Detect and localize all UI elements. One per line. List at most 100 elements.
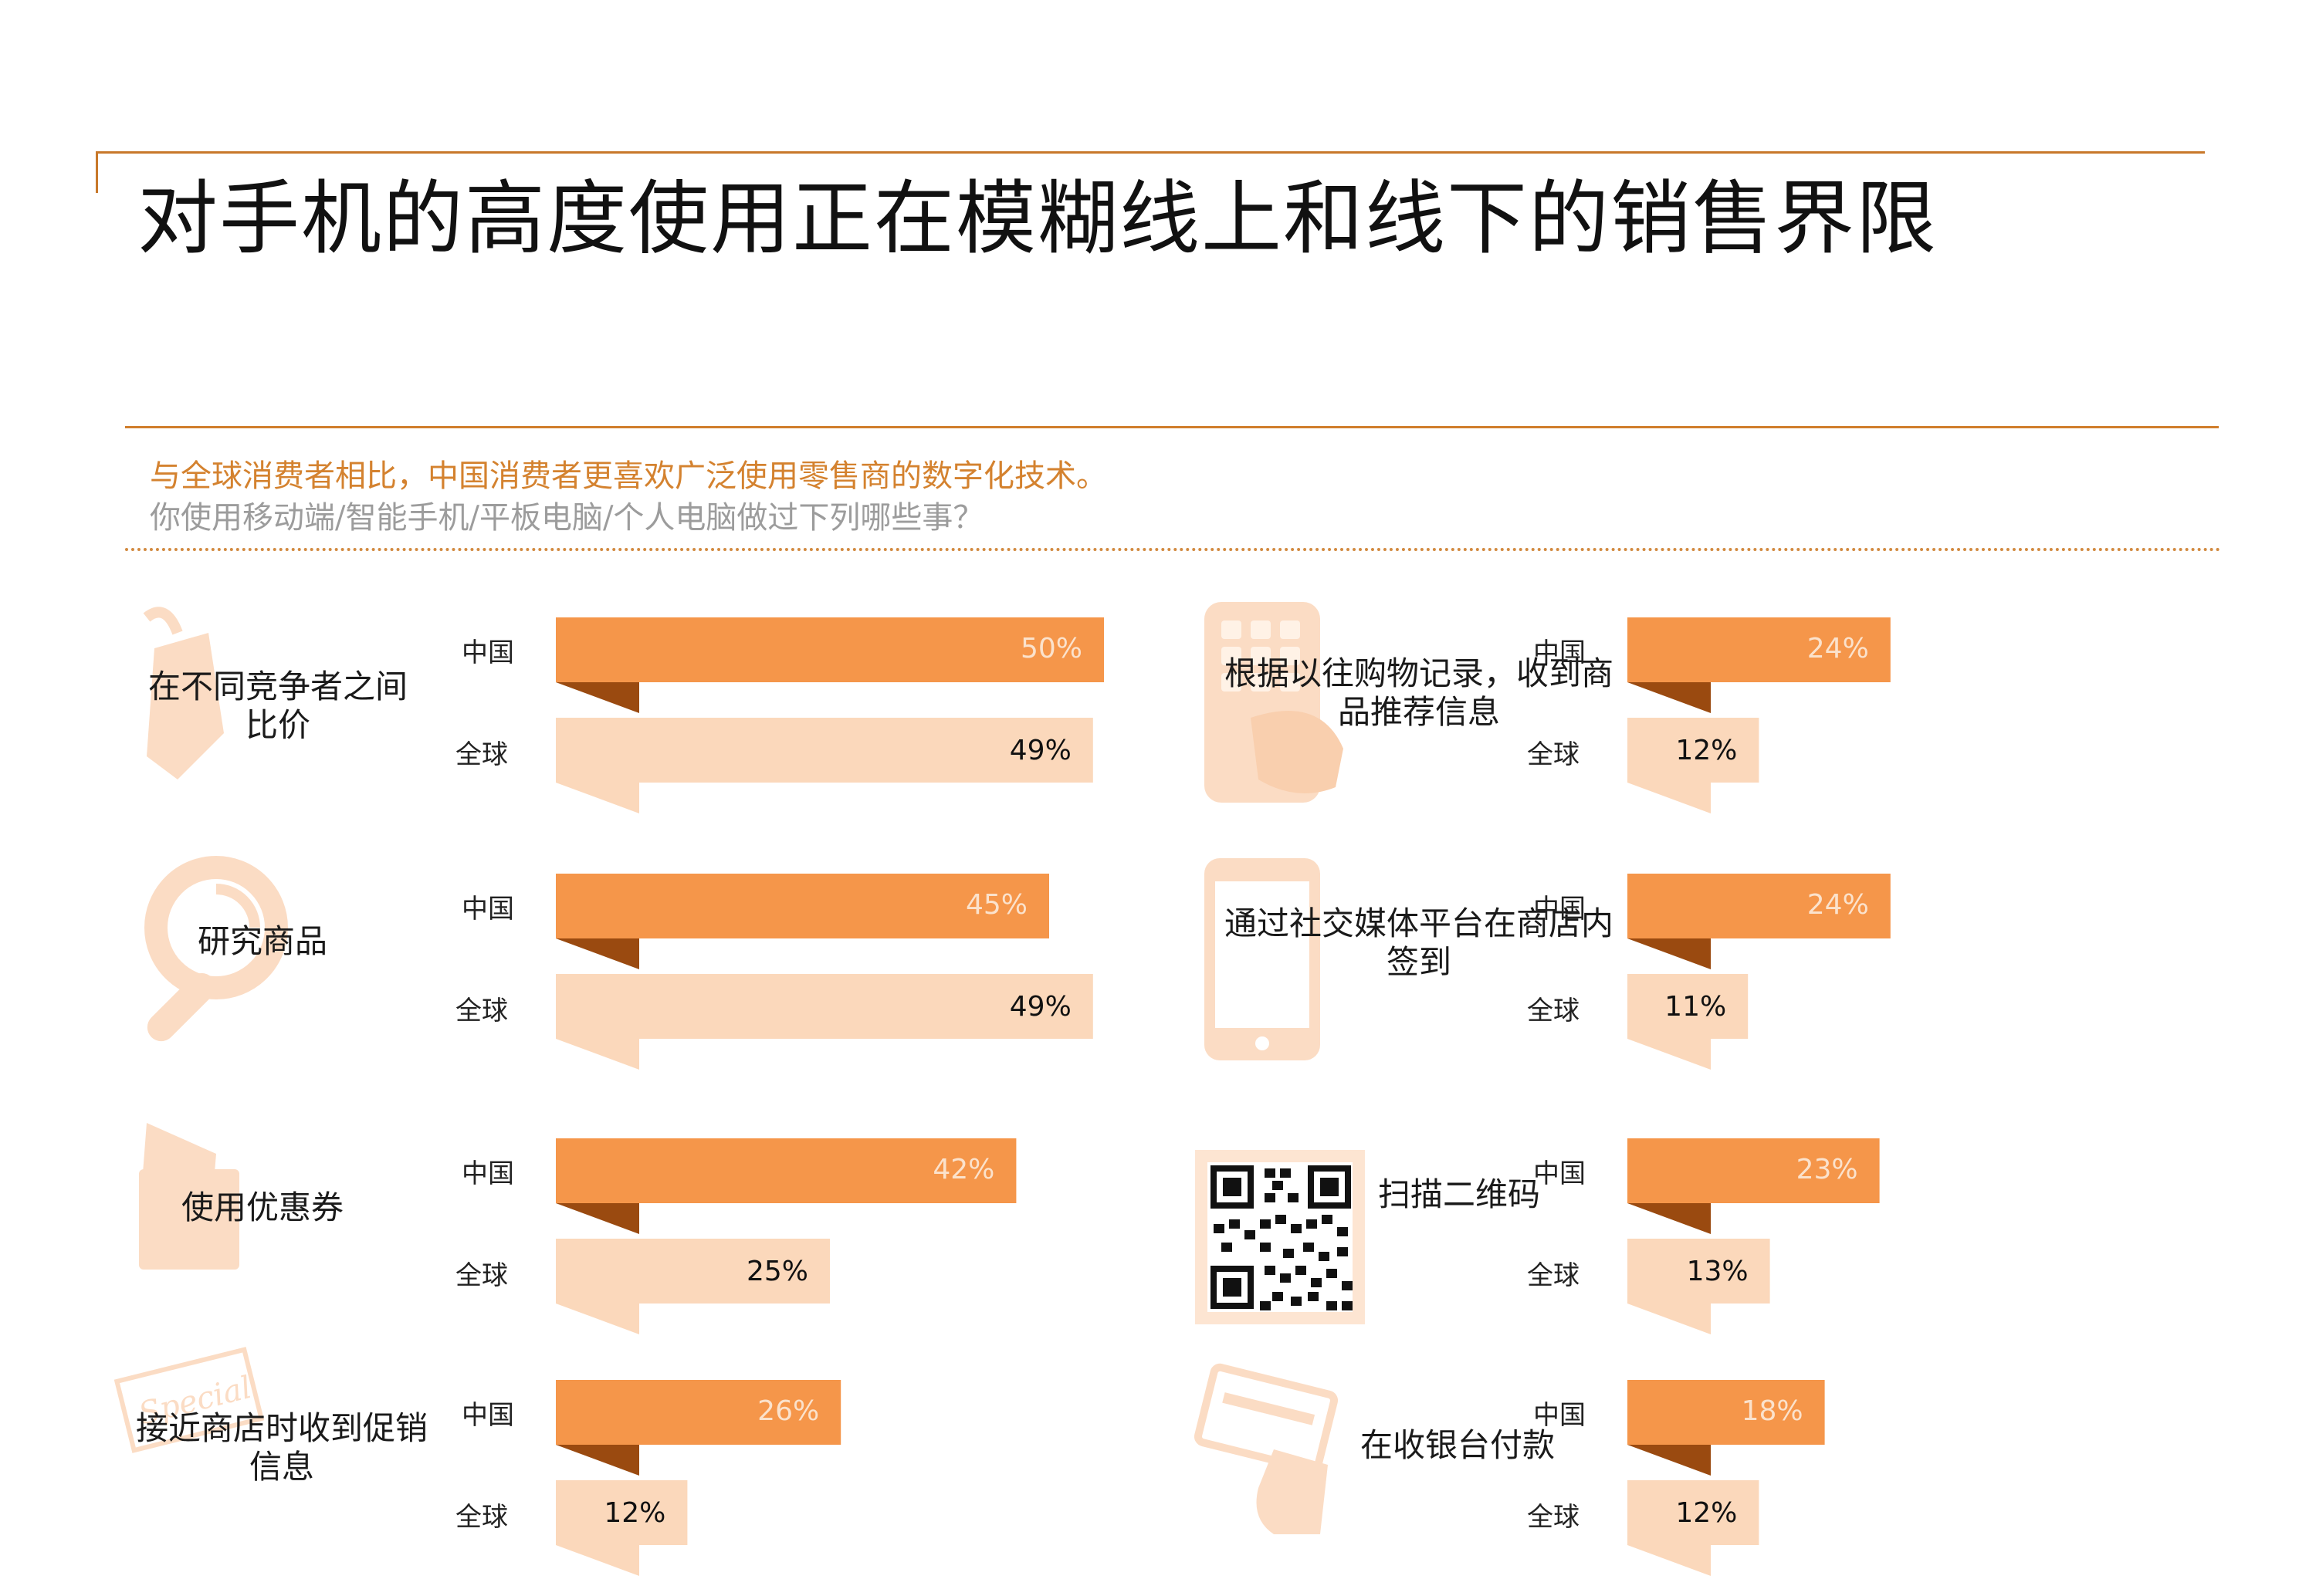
bar-chart-svg (1194, 1363, 1825, 1576)
chart-panel: 在收银台付款 中国 全球 18% 12% (1194, 1363, 2316, 1596)
smartphone-icon (1204, 858, 1320, 1060)
category-label-line: 在收银台付款 (1359, 1426, 1555, 1464)
bar-global-fold (1627, 1039, 1711, 1070)
bar-china (1627, 1380, 1825, 1445)
series-tag-china: 中国 (1533, 1400, 1586, 1431)
bar-global (556, 718, 1093, 783)
data-label-global: 12% (1675, 735, 1738, 766)
data-label-global: 25% (746, 1256, 808, 1287)
chart-panel: 使用优惠券 中国全球 42% 25% (124, 1123, 1251, 1354)
category-label-line: 品推荐信息 (1337, 693, 1500, 732)
subtitle: 与全球消费者相比，中国消费者更喜欢广泛使用零售商的数字化技术。 (150, 458, 1107, 494)
category-label-line: 签到 (1386, 943, 1451, 982)
series-tag-global: 全球 (1527, 739, 1580, 770)
dotted-divider (125, 548, 2222, 551)
bar-chart-svg (1195, 1138, 1880, 1334)
chart-panel: 通过社交媒体平台在商店内 签到 中国全球 24% 11% (1195, 858, 2316, 1090)
bar-global (1627, 718, 1759, 783)
bar-china (556, 874, 1049, 938)
bar-china (556, 1380, 841, 1445)
bar-china (556, 617, 1104, 682)
series-tag-global: 全球 (455, 1260, 508, 1291)
bar-china (1627, 1138, 1880, 1203)
category-label: 接近商店时收到促销 信息 (124, 1409, 440, 1487)
bar-china (1627, 617, 1891, 682)
title-rule-line (96, 151, 2205, 154)
bar-chart-svg (1204, 858, 1891, 1070)
data-label-china: 26% (757, 1395, 820, 1427)
bar-chart-svg (1204, 602, 1891, 813)
bar-global (556, 1480, 688, 1545)
series-tag-global: 全球 (1527, 996, 1580, 1026)
bar-chart-svg (143, 607, 1104, 813)
bar-global (556, 974, 1093, 1039)
category-label-line: 根据以往购物记录，收到商 (1224, 654, 1613, 692)
bar-global (1627, 1239, 1770, 1304)
series-tag-china: 中国 (462, 1400, 514, 1431)
data-label-china: 42% (933, 1154, 995, 1185)
card-payment-icon (1194, 1363, 1339, 1534)
chart-panel: 根据以往购物记录，收到商 品推荐信息 中国 全球 24% 12% (1195, 602, 2316, 834)
title-rule (96, 151, 98, 193)
subtitle-rule (125, 426, 2219, 428)
category-label: 在收银台付款 (1319, 1426, 1596, 1465)
page-title: 对手机的高度使用正在模糊线上和线下的销售界限 (137, 171, 1938, 265)
bar-china-fold (1627, 682, 1711, 713)
category-label: 根据以往购物记录，收到商 品推荐信息 (1210, 654, 1627, 732)
category-label-line: 在不同竞争者之间比价 (147, 668, 408, 745)
data-label-china: 24% (1806, 889, 1869, 921)
series-tag-global: 全球 (455, 739, 508, 770)
category-label-line: 信息 (249, 1448, 314, 1486)
data-label-global: 11% (1664, 991, 1727, 1023)
qr-code-icon (1195, 1150, 1365, 1324)
series-tag-global: 全球 (455, 1502, 508, 1533)
series-tag-china: 中国 (462, 1158, 514, 1189)
price-tag-icon (143, 607, 224, 779)
magnifier-icon (144, 856, 288, 1042)
bar-global-fold (1627, 1545, 1711, 1576)
data-label-global: 49% (1009, 991, 1072, 1023)
chart-panel: 扫描二维码 中国全球 23% 13% (1195, 1123, 2316, 1354)
bar-global-fold (556, 1039, 639, 1070)
data-label-global: 13% (1686, 1256, 1749, 1287)
chart-panel: 在不同竞争者之间比价 中国 全球 50% 49% (124, 602, 1251, 834)
data-label-china: 45% (965, 889, 1028, 921)
data-label-china: 24% (1806, 633, 1869, 664)
bar-global-fold (1627, 783, 1711, 813)
category-label-line: 研究商品 (197, 922, 327, 960)
bar-global (556, 1239, 830, 1304)
survey-question: 你使用移动端/智能手机/平板电脑/个人电脑做过下列哪些事？ (150, 500, 984, 536)
category-label-line: 使用优惠券 (181, 1189, 344, 1226)
bar-global (1627, 1480, 1759, 1545)
bar-china-fold (556, 1203, 639, 1234)
data-label-china: 50% (1020, 633, 1082, 664)
category-label-line: 通过社交媒体平台在商店内 (1224, 905, 1613, 942)
bar-china-fold (1627, 1203, 1711, 1234)
bar-chart-svg (144, 856, 1093, 1070)
category-label-line: 扫描二维码 (1377, 1175, 1540, 1213)
category-label: 使用优惠券 (139, 1189, 386, 1227)
tablet-hand-icon (1204, 602, 1343, 803)
chart-panel: Special 接近商店时收到促销 信息 中国 全球 26% 12% (113, 1347, 1251, 1596)
series-tag-china: 中国 (462, 894, 514, 925)
data-label-china: 18% (1741, 1395, 1803, 1427)
bar-china-fold (556, 938, 639, 969)
bar-china-fold (1627, 938, 1711, 969)
series-tag-global: 全球 (1527, 1260, 1580, 1291)
bar-chart-svg: Special (113, 1347, 841, 1576)
bar-china (556, 1138, 1017, 1203)
series-tag-china: 中国 (462, 637, 514, 668)
bar-global-fold (556, 1545, 639, 1576)
bar-china-fold (556, 1445, 639, 1476)
data-label-global: 12% (604, 1497, 666, 1529)
category-label: 扫描二维码 (1359, 1175, 1559, 1214)
category-label: 研究商品 (170, 922, 355, 961)
data-label-global: 12% (1675, 1497, 1738, 1529)
bar-global-fold (1627, 1304, 1711, 1334)
data-label-china: 23% (1796, 1154, 1858, 1185)
coupon-icon (139, 1123, 239, 1270)
category-label-line: 接近商店时收到促销 (135, 1409, 428, 1447)
bar-chart-svg (139, 1123, 1017, 1334)
series-tag-china: 中国 (1533, 1158, 1586, 1189)
series-tag-china: 中国 (1533, 894, 1586, 925)
